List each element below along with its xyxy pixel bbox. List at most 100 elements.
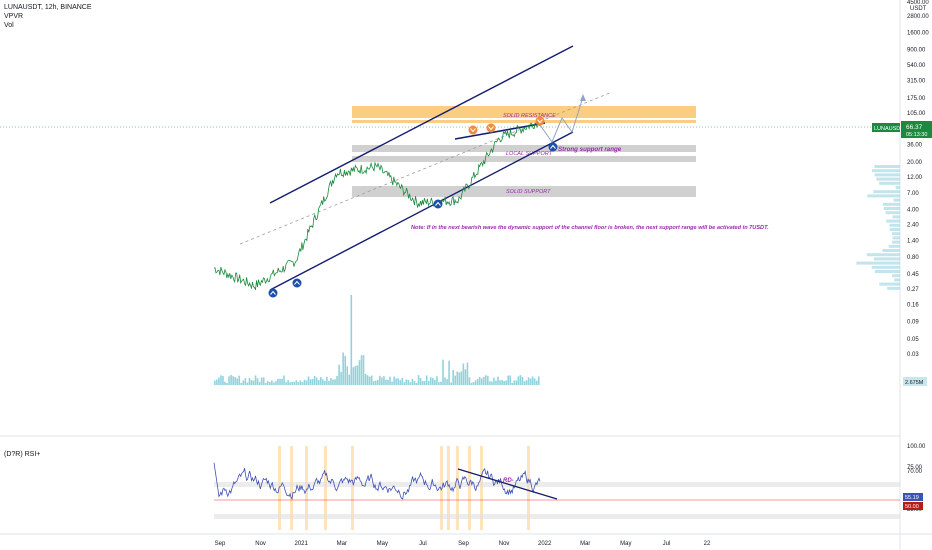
price-tick-label: 0.45 xyxy=(907,272,919,278)
volume-bar xyxy=(324,380,326,385)
svg-text:55.19: 55.19 xyxy=(905,495,919,501)
rsi-overbought-zone xyxy=(214,482,900,487)
volume-bar xyxy=(383,376,385,385)
resistance-marker-3[interactable] xyxy=(535,116,545,126)
vpvr-bar xyxy=(892,215,900,219)
rsi-tick-label: 75.00 xyxy=(907,465,923,471)
resistance-zone[interactable] xyxy=(352,106,696,118)
volume-bar xyxy=(293,381,296,385)
price-tick-label: 105.00 xyxy=(907,111,926,117)
volume-bar xyxy=(407,379,410,385)
volume-bar xyxy=(264,382,267,385)
volume-bar xyxy=(299,380,302,385)
volume-bar xyxy=(230,375,232,385)
volume-bar xyxy=(289,382,291,385)
vpvr-bar xyxy=(894,278,900,282)
volume-bar xyxy=(525,380,528,385)
volume-bar xyxy=(242,380,245,385)
vpvr-bar xyxy=(874,270,900,273)
volume-bar xyxy=(220,375,222,385)
price-tick-label: 4500.00 xyxy=(907,0,929,6)
channel-top-line[interactable] xyxy=(269,45,574,204)
price-tick-label: 0.03 xyxy=(907,352,919,358)
volume-bar xyxy=(321,379,324,385)
support-marker-2[interactable] xyxy=(292,278,302,288)
rsi-level-tag: 50.00 xyxy=(903,502,923,510)
volume-bar xyxy=(511,382,514,385)
resistance-trendline[interactable] xyxy=(454,122,546,140)
volume-bar xyxy=(458,372,461,385)
price-tick-label: 1600.00 xyxy=(907,31,929,37)
price-tick-label: 20.00 xyxy=(907,160,923,166)
volume-bar xyxy=(364,373,367,385)
vpvr-bar xyxy=(873,257,900,261)
price-tick-label: 175.00 xyxy=(907,96,926,102)
price-axis-ticks[interactable]: 4500.00 2800.00 1600.00 900.00 540.00 315.00 1… xyxy=(907,0,929,358)
vpvr-bar xyxy=(892,236,900,240)
vpvr-bar xyxy=(879,181,900,185)
volume-bar xyxy=(421,381,424,385)
vpvr-indicator-label[interactable]: VPVR xyxy=(4,13,24,20)
volume-bar xyxy=(519,375,522,385)
volume-bar xyxy=(432,377,434,385)
volume-bar xyxy=(452,369,454,385)
volume-bar xyxy=(222,376,224,385)
volume-bar xyxy=(405,379,408,385)
vpvr-bar xyxy=(892,274,900,278)
projection-path[interactable] xyxy=(539,96,584,144)
volume-bar xyxy=(399,380,402,385)
rsi-indicator-label[interactable]: (D?R) RSI+ xyxy=(4,451,41,458)
local-support-zone-lower[interactable] xyxy=(352,156,696,162)
channel-break-note: Note: If in the next bearish wave the dy… xyxy=(411,225,769,231)
volume-bar xyxy=(234,376,236,385)
resistance-zone-label: SOLID RESISTANCE xyxy=(503,113,556,119)
support-marker-4[interactable] xyxy=(548,142,558,152)
volume-bar xyxy=(456,371,459,385)
channel-midline[interactable] xyxy=(239,91,613,245)
support-marker-3[interactable] xyxy=(433,199,443,209)
volume-bar xyxy=(470,382,473,385)
volume-bar xyxy=(224,381,226,385)
volume-bar xyxy=(429,377,432,385)
volume-bar xyxy=(434,379,436,385)
rsi-band xyxy=(468,446,471,530)
local-support-zone[interactable] xyxy=(352,145,696,152)
rsi-tick-label: 70.00 xyxy=(907,469,923,475)
volume-bar xyxy=(366,375,369,385)
volume-bar xyxy=(328,380,330,385)
time-axis-ticks[interactable]: Sep Nov 2021 Mar May Jul Sep Nov 2022 Mar May Jul 22 xyxy=(215,541,711,547)
resistance-marker-1[interactable] xyxy=(468,125,478,135)
rsi-divergence-line[interactable] xyxy=(457,468,558,500)
volume-bar xyxy=(523,381,526,385)
volume-bar xyxy=(529,378,532,385)
solid-support-zone[interactable] xyxy=(352,186,696,197)
volume-bar xyxy=(358,360,361,385)
price-tick-label: 36.00 xyxy=(907,143,923,149)
vpvr-bar xyxy=(874,173,900,177)
volume-bar xyxy=(256,378,259,385)
rsi-band xyxy=(324,446,327,530)
channel-bottom-line[interactable] xyxy=(269,131,574,291)
volume-bar xyxy=(503,381,505,385)
resistance-marker-2[interactable] xyxy=(486,123,496,133)
volume-bar xyxy=(240,382,243,385)
volume-bar xyxy=(403,382,406,385)
volume-bar xyxy=(476,378,479,385)
volume-bar xyxy=(409,382,412,385)
vpvr-bar xyxy=(867,194,900,198)
volume-bar xyxy=(338,364,340,385)
vpvr-bar xyxy=(892,232,900,236)
resistance-zone-lower[interactable] xyxy=(352,120,696,123)
volume-bar xyxy=(301,382,304,385)
rsi-series-line[interactable] xyxy=(213,462,541,500)
vpvr-bar xyxy=(889,228,900,231)
volume-bar xyxy=(395,378,397,385)
volume-bar xyxy=(487,375,489,385)
volume-bar xyxy=(533,378,536,385)
volume-bar xyxy=(342,352,344,385)
volume-bar xyxy=(464,369,467,385)
price-series-line[interactable] xyxy=(213,120,541,290)
support-marker-1[interactable] xyxy=(268,288,278,298)
volume-indicator-label[interactable]: Vol xyxy=(4,22,14,29)
